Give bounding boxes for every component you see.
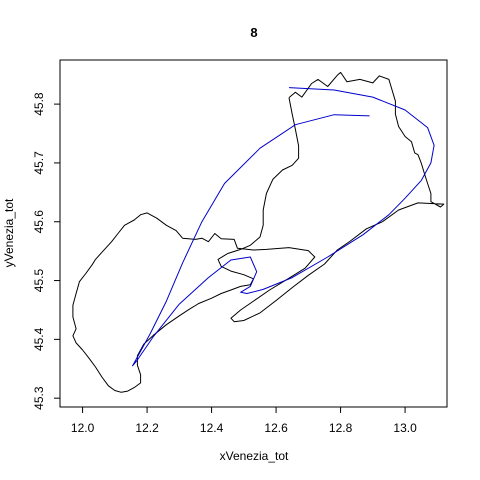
x-tick-label: 13.0 xyxy=(393,421,417,435)
y-tick-label: 45.6 xyxy=(32,210,46,234)
x-axis-label: xVenezia_tot xyxy=(220,449,289,463)
y-axis: 45.3 45.4 45.5 45.6 45.7 45.8 xyxy=(32,92,60,410)
y-tick-label: 45.4 xyxy=(32,327,46,351)
series-line-2 xyxy=(133,88,435,366)
x-tick-label: 12.8 xyxy=(329,421,353,435)
y-tick-label: 45.3 xyxy=(32,386,46,410)
y-tick-label: 45.7 xyxy=(32,151,46,175)
x-tick-label: 12.0 xyxy=(71,421,95,435)
x-axis: 12.0 12.2 12.4 12.6 12.8 13.0 xyxy=(71,407,417,435)
y-tick-label: 45.8 xyxy=(32,92,46,116)
x-tick-label: 12.6 xyxy=(264,421,288,435)
series-line-1 xyxy=(73,72,444,392)
y-axis-label: yVenezia_tot xyxy=(2,198,16,267)
series-layer xyxy=(73,72,444,392)
y-tick-label: 45.5 xyxy=(32,269,46,293)
x-tick-label: 12.2 xyxy=(135,421,159,435)
chart-title: 8 xyxy=(250,25,257,40)
x-tick-label: 12.4 xyxy=(200,421,224,435)
